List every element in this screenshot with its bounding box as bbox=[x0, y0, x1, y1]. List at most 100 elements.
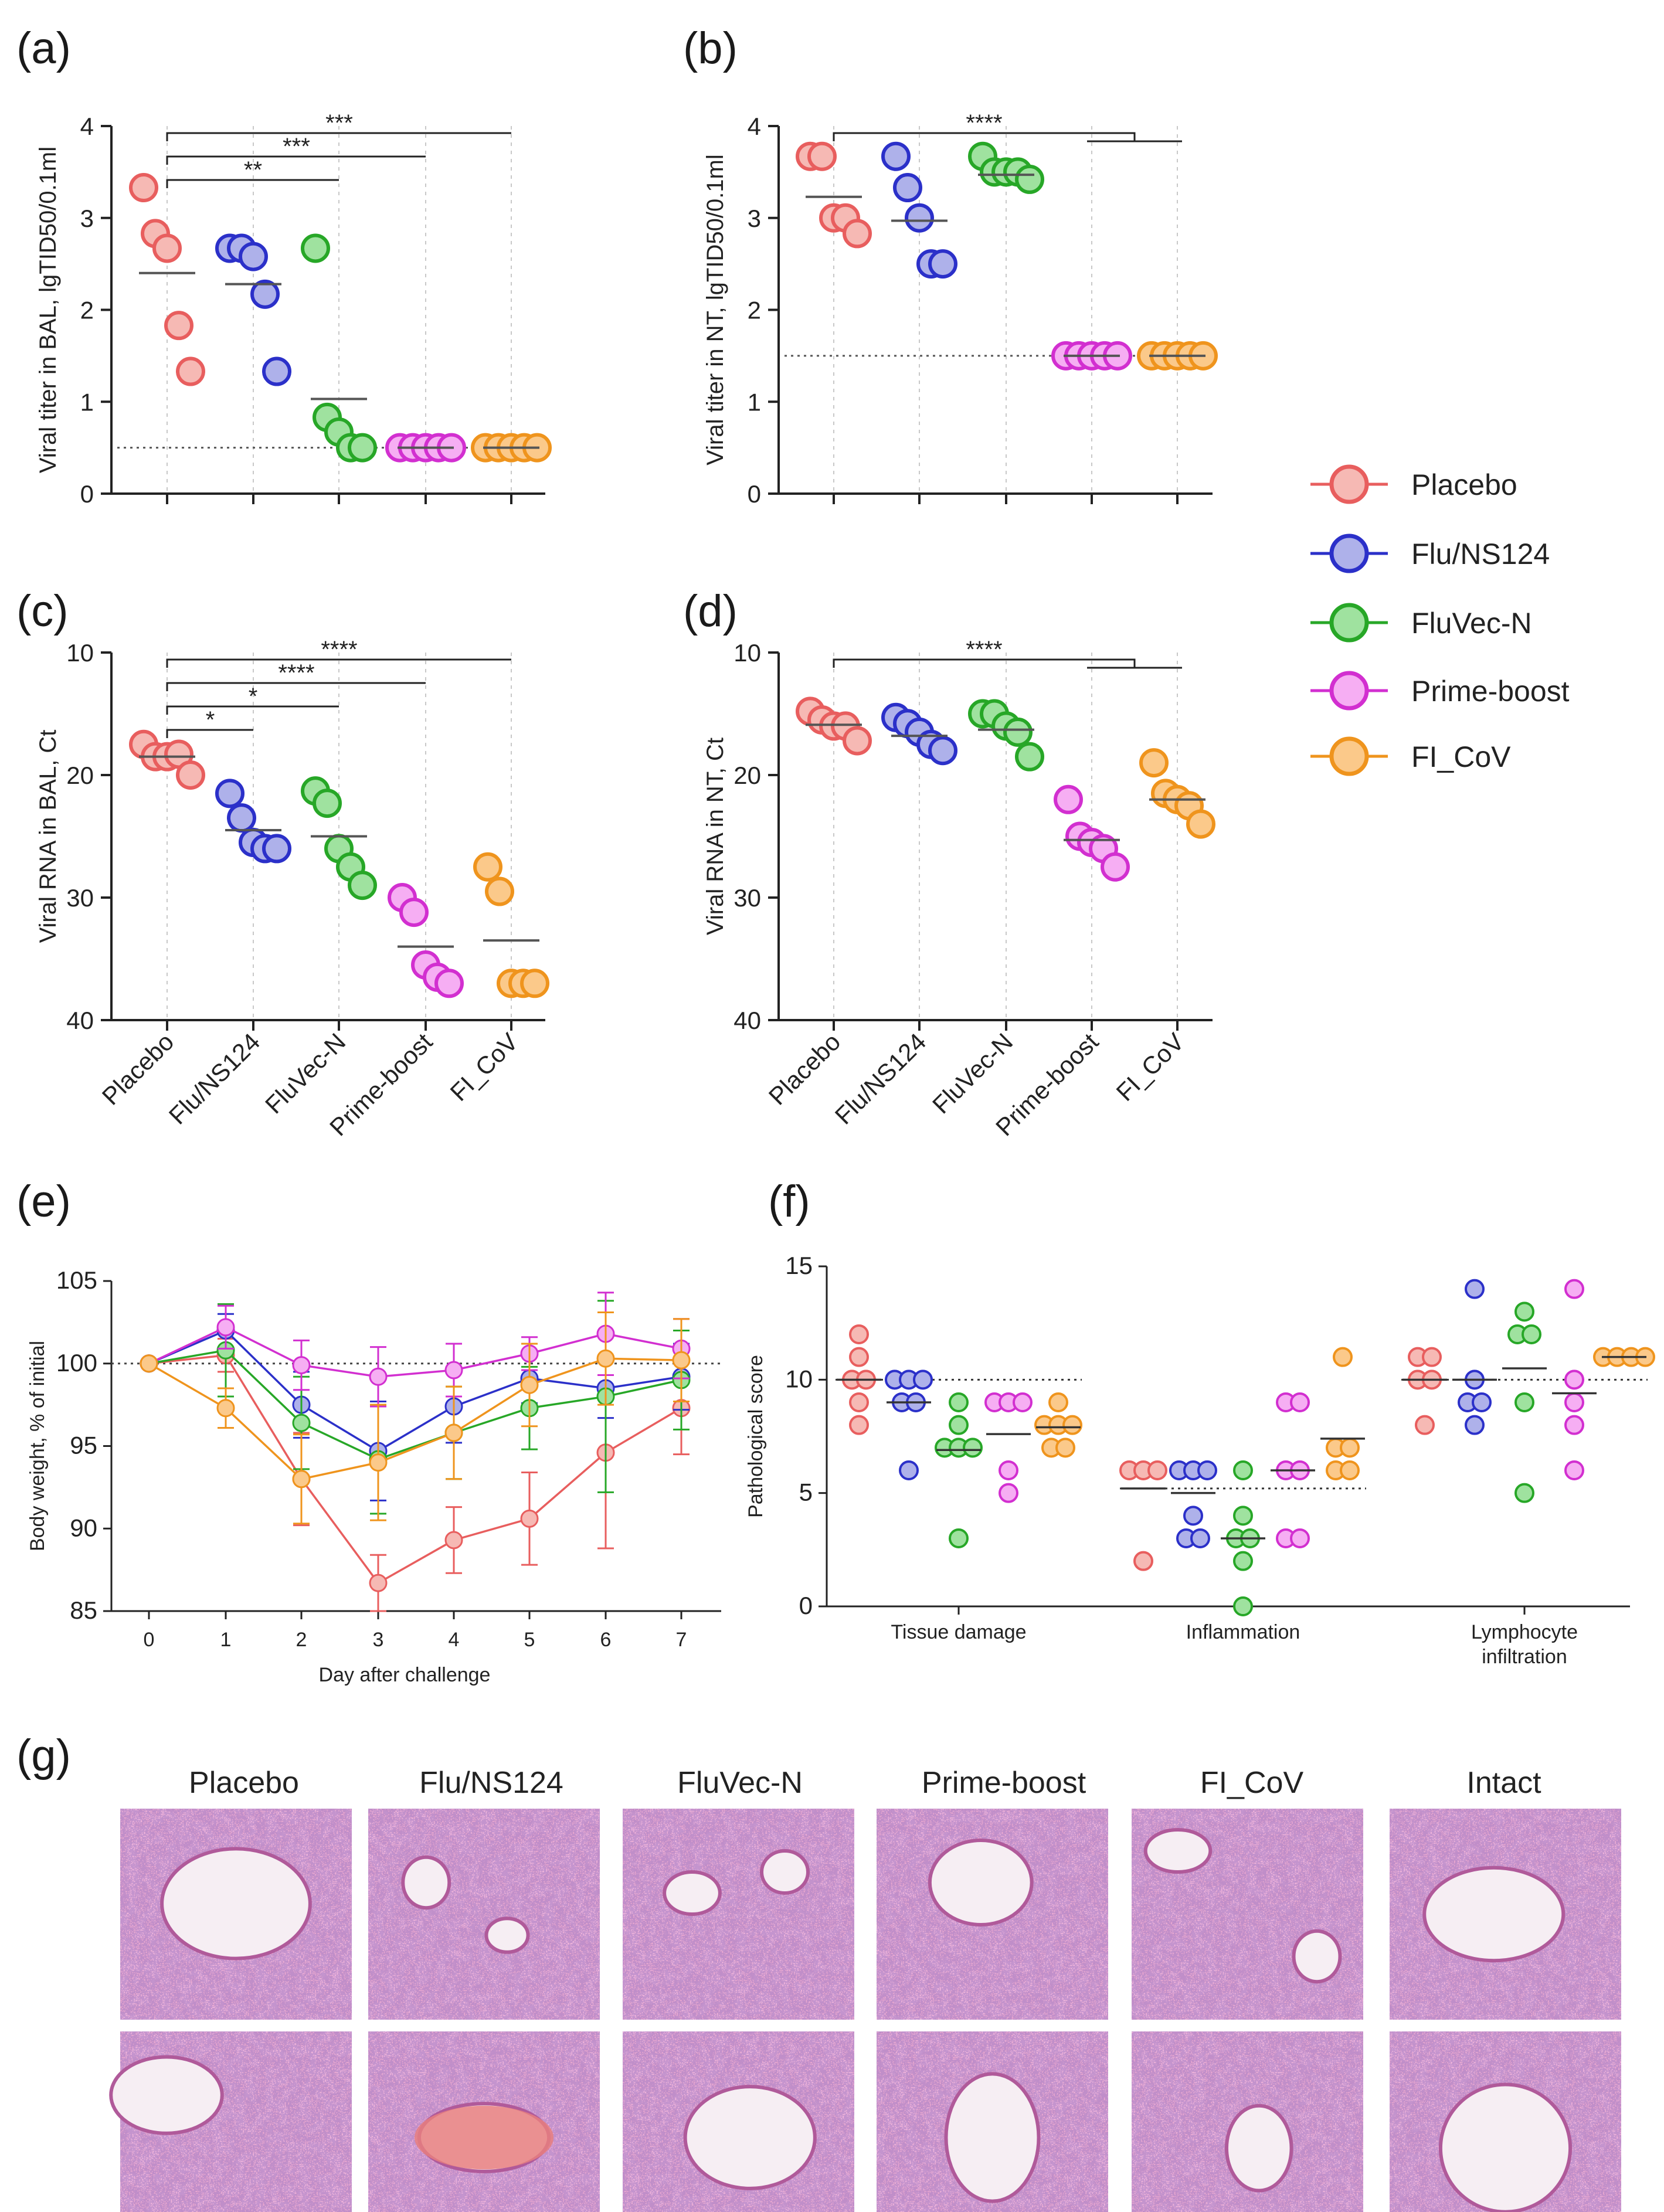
data-point bbox=[1003, 717, 1033, 747]
significance-bracket bbox=[833, 132, 1136, 141]
data-point bbox=[215, 779, 244, 808]
data-point bbox=[849, 1324, 869, 1344]
histology-tile-fluvec-n-1 bbox=[623, 1809, 854, 2020]
data-point bbox=[262, 834, 291, 864]
y-tick-label: 30 bbox=[733, 884, 761, 912]
y-axis-title-f: Pathological score bbox=[745, 1355, 767, 1518]
data-point bbox=[949, 1392, 969, 1412]
data-point bbox=[140, 1354, 158, 1373]
airway-lumen bbox=[663, 1870, 722, 1916]
y-tick-label: 1 bbox=[80, 388, 94, 416]
y-tick-label: 10 bbox=[66, 639, 94, 667]
histology-column-labels: Placebo Flu/NS124 FluVec-N Prime-boost F… bbox=[189, 1766, 1541, 1800]
x-tick-label-fi-cov: FI_CoV bbox=[444, 1028, 523, 1106]
series-fluvec-n bbox=[968, 699, 1044, 772]
y-tick-label: 5 bbox=[799, 1479, 813, 1506]
y-tick-label: 10 bbox=[733, 639, 761, 667]
panel-label-e: (e) bbox=[16, 1177, 71, 1226]
data-point bbox=[1013, 1392, 1033, 1412]
data-point bbox=[1015, 164, 1044, 194]
legend-marker-placebo bbox=[1329, 464, 1369, 504]
data-point bbox=[164, 311, 193, 341]
histology-label-intact: Intact bbox=[1466, 1766, 1541, 1800]
airway-lumen bbox=[1143, 1828, 1213, 1874]
x-tick-label: 7 bbox=[676, 1629, 687, 1651]
series-line bbox=[148, 1354, 682, 1585]
data-point bbox=[216, 1399, 235, 1418]
y-axis-title-e: Body weight, % of initial bbox=[26, 1341, 49, 1551]
histology-label-prime-boost: Prime-boost bbox=[922, 1766, 1086, 1800]
data-point bbox=[1183, 1506, 1203, 1526]
data-point bbox=[1062, 1415, 1082, 1435]
data-point bbox=[1290, 1528, 1310, 1548]
y-tick-label: 2 bbox=[748, 297, 761, 324]
panel-label-a: (a) bbox=[16, 23, 71, 73]
y-tick-label: 2 bbox=[80, 297, 94, 324]
x-tick-label-inflammation: Inflammation bbox=[1186, 1621, 1300, 1643]
significance-label: **** bbox=[321, 637, 357, 662]
legend-label-fi-cov: FI_CoV bbox=[1411, 740, 1511, 773]
series-fi-cov bbox=[471, 433, 552, 463]
data-point bbox=[949, 1528, 969, 1548]
series-prime-boost-inflammation bbox=[1271, 1392, 1315, 1548]
panel-b: (b) 0 1 2 3 4 Viral titer in NT, lgTID50/0.1m… bbox=[683, 23, 1218, 508]
panel-label-d: (d) bbox=[683, 586, 738, 636]
nuclei-texture bbox=[623, 1809, 854, 2020]
data-point bbox=[1101, 852, 1130, 882]
significance-label: *** bbox=[325, 110, 353, 136]
data-point bbox=[369, 1367, 388, 1386]
series-prime-boost bbox=[388, 883, 464, 998]
y-tick-label: 4 bbox=[748, 113, 761, 140]
y-tick-label: 90 bbox=[70, 1514, 97, 1541]
legend-marker-fluvec-n bbox=[1329, 603, 1369, 643]
airway-lumen bbox=[944, 2072, 1041, 2203]
data-point bbox=[1514, 1392, 1534, 1412]
data-point bbox=[672, 1351, 691, 1370]
histology-tile-fi-cov-2 bbox=[1132, 2031, 1363, 2212]
series-placebo bbox=[129, 729, 205, 790]
series-fi-cov-lymphocyte-infiltration bbox=[1593, 1347, 1655, 1367]
data-point bbox=[849, 1392, 869, 1412]
data-point bbox=[999, 1460, 1018, 1480]
legend-marker-prime-boost bbox=[1329, 671, 1369, 711]
x-tick-label-flu-ns124: Flu/NS124 bbox=[830, 1028, 932, 1130]
significance-bracket bbox=[166, 155, 426, 165]
data-point bbox=[152, 233, 182, 263]
series-flu-ns124-inflammation bbox=[1169, 1460, 1217, 1548]
x-tick-label-tissue-damage: Tissue damage bbox=[891, 1621, 1026, 1643]
data-point bbox=[1415, 1415, 1435, 1435]
data-point bbox=[227, 803, 256, 833]
significance-label: *** bbox=[283, 134, 310, 159]
data-point bbox=[520, 1509, 539, 1528]
y-tick-label: 0 bbox=[80, 480, 94, 508]
histology-tile-flu-ns124-1 bbox=[368, 1809, 600, 2020]
data-point bbox=[434, 969, 464, 998]
x-tick-label-lymphocyte-infiltration: Lymphocyte bbox=[1471, 1621, 1578, 1643]
y-tick-label: 3 bbox=[748, 205, 761, 232]
histology-tile-intact-1 bbox=[1390, 1809, 1621, 2020]
data-point bbox=[1054, 784, 1083, 814]
significance-bracket bbox=[833, 658, 1136, 668]
airway-lumen bbox=[160, 1847, 312, 1960]
legend-label-placebo: Placebo bbox=[1411, 468, 1517, 501]
airway-lumen bbox=[1292, 1929, 1342, 1984]
x-tick-label-placebo: Placebo bbox=[763, 1028, 846, 1110]
series-fi-cov bbox=[140, 1311, 691, 1525]
data-point bbox=[473, 852, 502, 882]
data-point bbox=[1564, 1370, 1584, 1390]
data-point bbox=[1233, 1596, 1253, 1616]
data-point bbox=[1233, 1551, 1253, 1571]
series-prime-boost bbox=[1051, 341, 1132, 371]
y-tick-label: 0 bbox=[799, 1592, 813, 1619]
data-point bbox=[1514, 1483, 1534, 1503]
significance-bracket bbox=[166, 132, 511, 141]
x-tick-label: 0 bbox=[144, 1629, 155, 1651]
histology-tile-fi-cov-1 bbox=[1132, 1809, 1363, 2020]
y-tick-label: 4 bbox=[80, 113, 94, 140]
significance-bracket bbox=[166, 179, 339, 188]
legend-item-fi-cov: FI_CoV bbox=[1310, 736, 1511, 776]
panel-f: (f) 0 5 10 15 Pathological score Tissue damag… bbox=[745, 1177, 1655, 1668]
series-flu-ns124 bbox=[215, 233, 291, 386]
series-fi-cov bbox=[473, 852, 549, 998]
